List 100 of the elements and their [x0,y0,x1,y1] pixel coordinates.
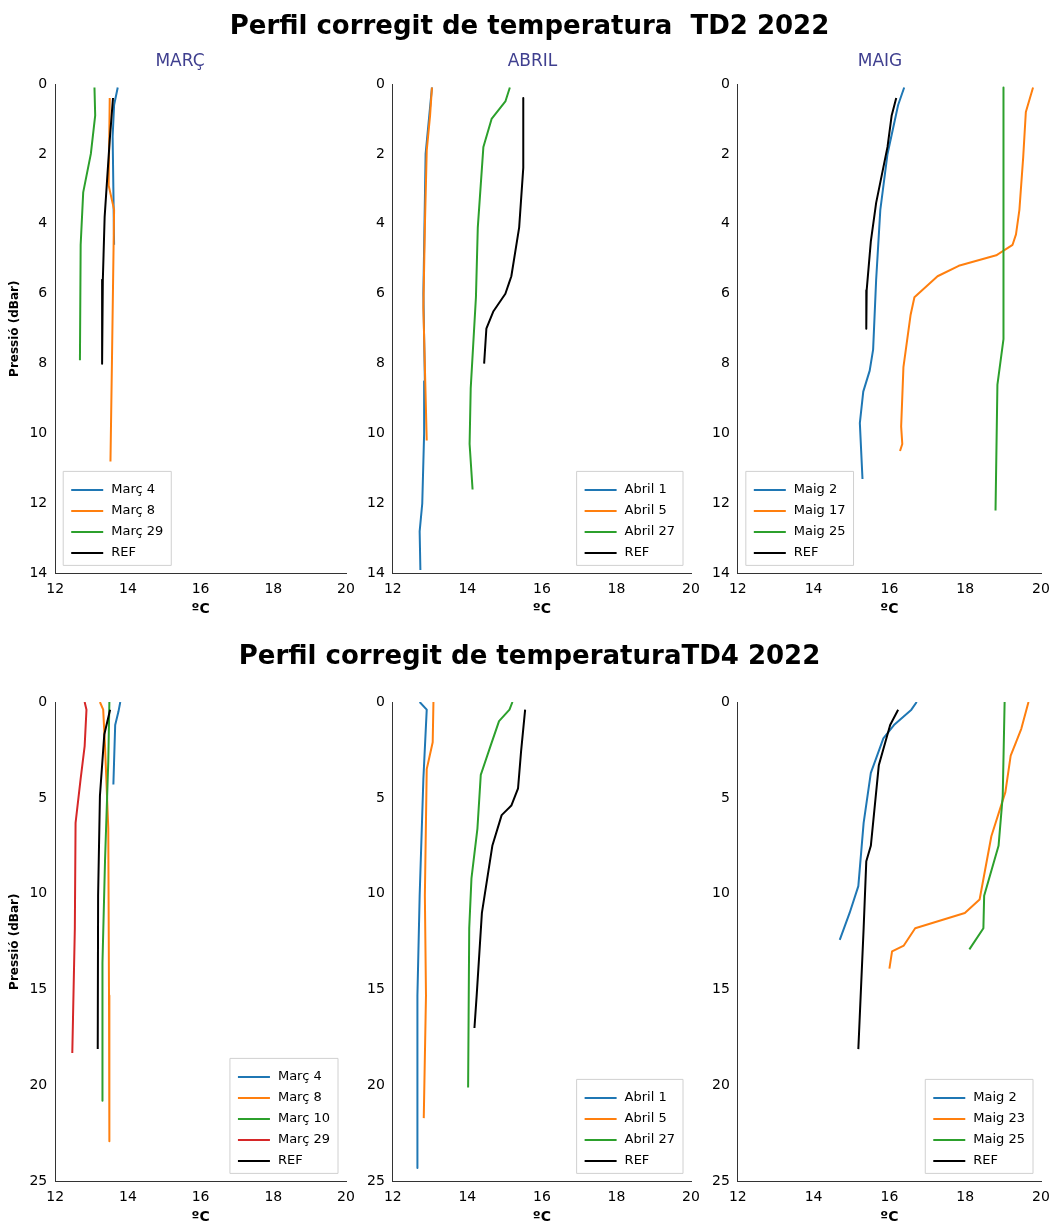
x-tick-label: 14 [804,580,823,597]
x-tick-label: 16 [191,1188,210,1205]
y-tick-label: 6 [720,284,730,301]
y-tick-label: 12 [366,494,385,511]
y-tick-label: 5 [38,788,48,805]
y-tick-label: 25 [711,1172,730,1189]
y-tick-label: 0 [720,74,730,91]
y-tick-label: 10 [711,424,730,441]
legend-label: Abril 5 [624,502,667,518]
y-tick-label: 14 [711,564,730,581]
y-tick-label: 0 [720,692,730,709]
y-tick-label: 10 [29,424,48,441]
chart-subtitle: MAIG [856,50,904,70]
y-tick-label: 12 [711,494,730,511]
y-tick-label: 6 [375,284,385,301]
x-tick-label: 20 [337,580,355,597]
legend-label: REF [793,544,819,560]
legend-label: Maig 2 [793,481,838,497]
x-axis-title: ºC [191,1208,210,1225]
legend-label: Abril 1 [624,1089,667,1105]
x-tick-label: 20 [337,1188,355,1205]
y-tick-label: 0 [375,74,385,91]
legend-label: REF [973,1152,999,1168]
y-tick-label: 5 [720,788,730,805]
legend-label: Abril 27 [624,523,675,539]
x-tick-label: 18 [607,580,626,597]
text: Perfil corregit de temperaturaTD4 2022 [237,640,822,670]
y-tick-label: 20 [711,1076,730,1093]
x-tick-label: 18 [264,580,283,597]
y-tick-label: 4 [375,214,385,231]
y-tick-label: 4 [720,214,730,231]
x-tick-label: 18 [264,1188,283,1205]
y-tick-label: 4 [38,214,48,231]
y-tick-label: 25 [29,1172,48,1189]
legend-label: Maig 17 [793,502,846,518]
y-tick-label: 8 [375,354,385,371]
y-tick-label: 10 [711,884,730,901]
chart-subtitle: MARÇ [154,50,206,70]
y-tick-label: 20 [29,1076,48,1093]
y-tick-label: 20 [366,1076,385,1093]
y-tick-label: 25 [366,1172,385,1189]
y-tick-label: 5 [375,788,385,805]
y-tick-label: 15 [29,980,48,997]
x-tick-label: 16 [880,1188,899,1205]
y-tick-label: 2 [38,144,48,161]
x-tick-label: 20 [682,1188,700,1205]
legend-label: REF [624,544,650,560]
legend-label: REF [111,544,136,560]
y-tick-label: 6 [38,284,48,301]
legend-label: Maig 23 [973,1110,1026,1126]
legend-label: REF [624,1152,650,1168]
x-tick-label: 16 [880,580,899,597]
x-tick-label: 20 [682,580,700,597]
x-tick-label: 16 [532,1188,551,1205]
y-tick-label: 2 [375,144,385,161]
legend-label: Maig 25 [793,523,846,539]
legend-label: Abril 1 [624,481,667,497]
x-tick-label: 16 [532,580,551,597]
x-tick-label: 18 [607,1188,626,1205]
x-tick-label: 14 [119,580,137,597]
x-axis-title: ºC [880,600,899,617]
chart-subtitle: ABRIL [506,50,559,70]
x-tick-label: 20 [1032,1188,1050,1205]
y-axis-title: Pressió (dBar) [7,893,22,990]
y-tick-label: 12 [29,494,48,511]
legend-label: REF [277,1152,303,1168]
legend-label: Març 8 [111,502,156,518]
y-tick-label: 2 [720,144,730,161]
y-tick-label: 10 [29,884,48,901]
y-tick-label: 10 [366,884,385,901]
legend-label: Abril 27 [624,1131,675,1147]
y-tick-label: 14 [366,564,385,581]
y-tick-label: 15 [711,980,730,997]
x-axis-title: ºC [191,600,210,617]
x-axis-title: ºC [880,1208,899,1225]
x-tick-label: 14 [804,1188,823,1205]
x-tick-label: 16 [191,580,210,597]
x-axis-title: ºC [532,600,551,617]
x-tick-label: 18 [956,1188,975,1205]
x-tick-label: 14 [119,1188,137,1205]
x-tick-label: 14 [458,580,477,597]
y-tick-label: 0 [375,692,385,709]
y-tick-label: 8 [38,354,48,371]
y-tick-label: 14 [29,564,48,581]
legend-label: Març 8 [277,1089,322,1105]
x-tick-label: 20 [1032,580,1050,597]
legend-label: Maig 2 [973,1089,1017,1105]
y-tick-label: 10 [366,424,385,441]
legend-label: Abril 5 [624,1110,667,1126]
y-tick-label: 0 [38,74,48,91]
legend-label: Maig 25 [973,1131,1026,1147]
legend-label: Març 10 [277,1110,331,1126]
legend-label: Març 4 [111,481,156,497]
x-tick-label: 18 [956,580,975,597]
y-tick-label: 15 [366,980,385,997]
x-tick-label: 14 [458,1188,477,1205]
x-axis-title: ºC [532,1208,551,1225]
legend-label: Març 4 [277,1068,322,1084]
text: Perfil corregit de temperatura TD2 2022 [228,10,831,40]
legend-label: Març 29 [111,523,164,539]
